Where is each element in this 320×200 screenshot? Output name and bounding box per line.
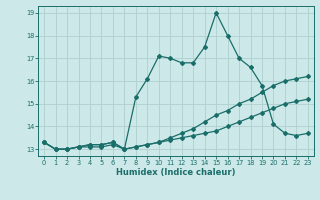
X-axis label: Humidex (Indice chaleur): Humidex (Indice chaleur): [116, 168, 236, 177]
